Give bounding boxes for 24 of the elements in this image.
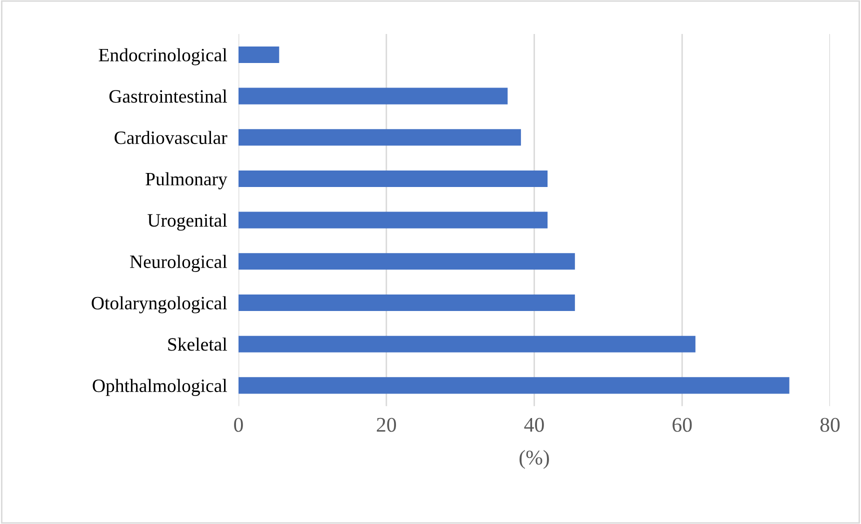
x-tick-label: 60 [672,418,692,432]
bar [238,253,575,270]
bar [238,212,548,228]
x-tick-label: 20 [376,418,396,432]
y-tick-label: Urogenital [148,214,228,231]
y-tick-label: Pulmonary [146,172,228,190]
y-tick-label: Ophthalmological [92,378,228,396]
y-tick-label: Neurological [130,254,228,272]
bar [238,46,280,63]
bar [238,129,521,146]
bar [238,336,696,352]
bar [238,377,790,394]
y-tick-label: Gastrointestinal [109,90,228,103]
bar [238,170,548,188]
bar [238,294,575,312]
x-tick-label: 80 [820,418,840,432]
y-tick-label: Skeletal [168,338,228,351]
y-tick-label: Endocrinological [98,48,228,66]
x-tick-label: 40 [524,418,544,432]
x-axis-title: (%) [520,450,549,469]
y-tick-label: Otolaryngological [92,296,228,314]
y-tick-label: Cardiovascular [114,130,228,144]
x-tick-label: 0 [234,418,243,432]
bar [238,88,508,104]
